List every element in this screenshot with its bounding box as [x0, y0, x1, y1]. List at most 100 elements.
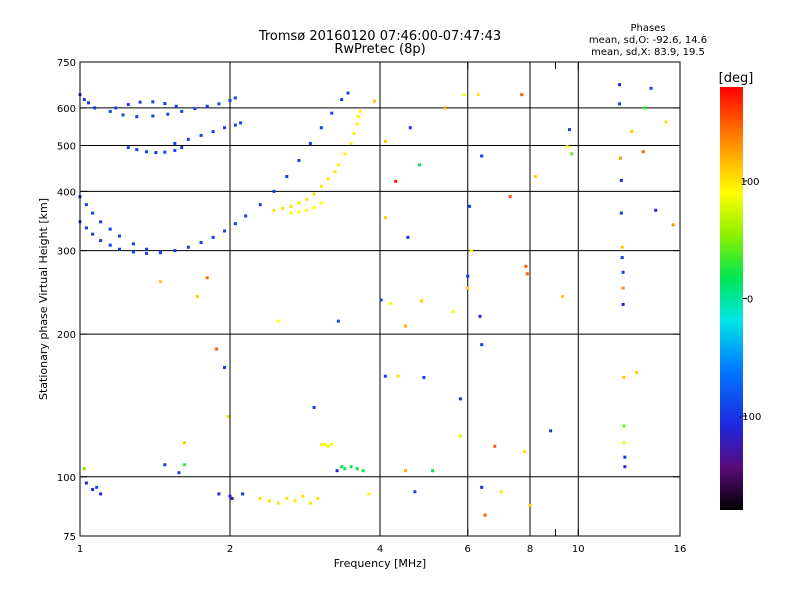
x-tick-label: 6: [465, 544, 471, 555]
data-point: [195, 295, 199, 299]
data-point: [533, 175, 537, 179]
data-point: [108, 227, 112, 231]
stats-x-mode: mean, sd,X: 83.9, 19.5: [591, 47, 705, 58]
data-point: [276, 501, 280, 505]
data-point: [117, 247, 121, 251]
data-point: [567, 128, 571, 132]
data-point: [408, 126, 412, 130]
data-point: [86, 101, 90, 105]
data-point: [523, 450, 527, 454]
x-axis-label: Frequency [MHz]: [334, 557, 426, 570]
data-point: [228, 494, 232, 498]
data-point: [312, 192, 316, 196]
data-point: [108, 243, 112, 247]
data-point: [135, 115, 139, 119]
data-point: [233, 222, 237, 226]
data-point: [396, 374, 400, 378]
data-point: [623, 465, 627, 469]
data-point: [621, 286, 625, 290]
colorbar-unit: [deg]: [719, 71, 754, 86]
data-point: [326, 177, 330, 181]
data-point: [308, 141, 312, 145]
colorbar: [720, 87, 743, 510]
data-point: [623, 455, 627, 459]
data-point: [233, 123, 237, 127]
data-point: [138, 100, 142, 104]
data-point: [131, 250, 135, 254]
data-point: [458, 434, 462, 438]
y-axis-label: Stationary phase Virtual Height [km]: [37, 198, 50, 400]
data-point: [525, 272, 529, 276]
data-point: [483, 513, 487, 517]
data-point: [91, 211, 95, 215]
data-point: [469, 249, 473, 253]
data-point: [383, 374, 387, 378]
data-point: [394, 179, 398, 183]
data-points: [78, 83, 675, 517]
data-point: [121, 113, 125, 117]
data-point: [223, 229, 227, 233]
data-point: [177, 471, 181, 475]
data-point: [289, 211, 293, 215]
data-point: [99, 492, 103, 496]
data-point: [293, 499, 297, 503]
data-point: [621, 270, 625, 274]
data-point: [389, 302, 393, 306]
data-point: [84, 481, 88, 485]
data-point: [285, 496, 289, 500]
data-point: [618, 83, 622, 87]
data-point: [468, 204, 472, 208]
data-point: [524, 264, 528, 268]
data-point: [241, 492, 245, 496]
data-point: [346, 91, 350, 95]
data-point: [520, 93, 524, 97]
data-point: [664, 120, 668, 124]
data-point: [383, 139, 387, 143]
data-point: [458, 397, 462, 401]
data-point: [99, 220, 103, 224]
data-point: [182, 441, 186, 445]
data-point: [82, 467, 86, 471]
colorbar-tick-label: 0: [747, 295, 753, 306]
stats-heading: Phases: [630, 23, 665, 34]
data-point: [356, 115, 360, 119]
x-tick-label: 1: [77, 544, 83, 555]
data-point: [476, 93, 480, 97]
data-point: [649, 86, 653, 90]
data-point: [158, 251, 162, 255]
data-point: [671, 223, 675, 227]
data-point: [285, 175, 289, 179]
data-point: [319, 442, 323, 446]
data-point: [355, 467, 359, 471]
data-point: [622, 375, 626, 379]
data-point: [349, 141, 353, 145]
data-point: [462, 93, 466, 97]
data-point: [163, 463, 167, 467]
data-point: [549, 429, 553, 433]
data-point: [158, 280, 162, 284]
y-tick-label: 600: [57, 104, 76, 115]
data-point: [618, 102, 622, 106]
data-point: [403, 469, 407, 473]
data-point: [205, 104, 209, 108]
data-point: [312, 406, 316, 410]
data-point: [211, 130, 215, 134]
data-point: [480, 343, 484, 347]
grid-lines: [80, 62, 680, 536]
data-point: [620, 245, 624, 249]
x-axis-ticks: 1 2 4 6 8 10 16: [77, 62, 686, 555]
data-point: [493, 444, 497, 448]
data-point: [151, 100, 155, 104]
data-point: [570, 152, 574, 156]
data-point: [326, 444, 330, 448]
data-point: [618, 156, 622, 160]
data-point: [223, 366, 227, 370]
data-point: [131, 242, 135, 246]
data-point: [228, 99, 232, 103]
data-point: [230, 496, 234, 500]
data-point: [163, 102, 167, 106]
data-point: [84, 203, 88, 207]
data-point: [126, 146, 130, 150]
data-point: [431, 469, 435, 473]
chart-title: Tromsø 20160120 07:46:00-07:47:43: [258, 29, 501, 44]
